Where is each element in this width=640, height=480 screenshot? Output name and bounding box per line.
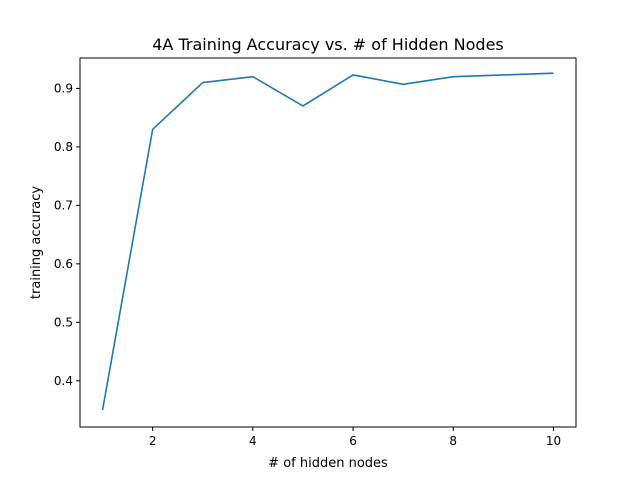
x-tick-label: 2 [149, 434, 157, 448]
chart-title: 4A Training Accuracy vs. # of Hidden Nod… [152, 35, 504, 54]
y-tick-label: 0.4 [54, 374, 73, 388]
x-tick-label: 10 [546, 434, 561, 448]
ticks-layer: 2 4 6 8 10 0.4 0.5 0.6 0.7 0.8 0.9 [54, 81, 561, 448]
x-tick-label: 4 [249, 434, 257, 448]
x-axis-label: # of hidden nodes [268, 456, 388, 471]
plot-background [80, 58, 576, 427]
y-tick-label: 0.9 [54, 81, 73, 95]
y-tick-label: 0.7 [54, 198, 73, 212]
x-tick-label: 6 [349, 434, 357, 448]
y-tick-label: 0.8 [54, 140, 73, 154]
y-tick-label: 0.6 [54, 257, 73, 271]
plot-frame [79, 57, 577, 428]
series-layer [101, 72, 554, 411]
y-tick-label: 0.5 [54, 315, 73, 329]
x-tick-label: 8 [449, 434, 457, 448]
y-axis-label: training accuracy [29, 186, 44, 299]
series-line [101, 72, 554, 411]
